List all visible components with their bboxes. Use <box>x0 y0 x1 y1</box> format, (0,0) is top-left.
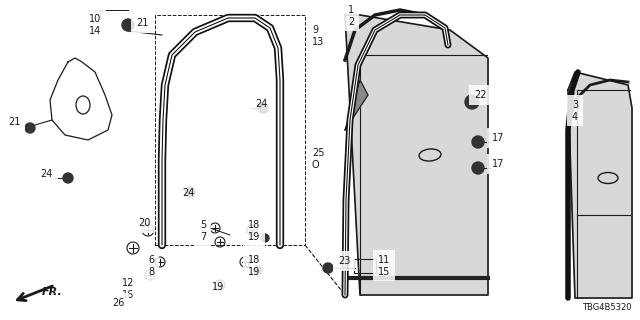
Text: 21: 21 <box>136 18 148 28</box>
Text: 9
13: 9 13 <box>312 25 324 47</box>
Text: 6
8: 6 8 <box>148 255 154 276</box>
Text: 10
14: 10 14 <box>89 14 101 36</box>
Polygon shape <box>345 15 488 295</box>
Text: 22: 22 <box>474 90 486 100</box>
Circle shape <box>254 266 262 274</box>
Text: 5
7: 5 7 <box>200 220 206 242</box>
Text: 11
15: 11 15 <box>378 255 390 276</box>
Text: 21: 21 <box>8 117 20 127</box>
Text: 1
2: 1 2 <box>348 5 355 27</box>
Text: 17: 17 <box>492 159 504 169</box>
Text: 18
19: 18 19 <box>248 255 260 276</box>
Circle shape <box>323 263 333 273</box>
Text: 19: 19 <box>212 282 224 292</box>
Circle shape <box>185 187 195 197</box>
Circle shape <box>261 234 269 242</box>
Circle shape <box>465 95 479 109</box>
Text: 17: 17 <box>492 133 504 143</box>
Circle shape <box>122 19 134 31</box>
Circle shape <box>63 173 73 183</box>
Circle shape <box>25 123 35 133</box>
Circle shape <box>472 162 484 174</box>
Text: 3
4: 3 4 <box>572 100 578 122</box>
Text: 24: 24 <box>182 188 195 198</box>
Circle shape <box>472 136 484 148</box>
Text: 25
O: 25 O <box>312 148 324 170</box>
Text: FR.: FR. <box>42 287 63 297</box>
Circle shape <box>258 103 268 113</box>
Text: 24: 24 <box>40 169 53 179</box>
Text: 23: 23 <box>338 256 350 266</box>
Polygon shape <box>568 72 632 298</box>
Text: 20: 20 <box>138 218 150 228</box>
Polygon shape <box>345 80 368 130</box>
Text: 26: 26 <box>112 298 124 308</box>
Text: 12
16: 12 16 <box>122 278 134 300</box>
Text: 18
19: 18 19 <box>248 220 260 242</box>
Text: 24: 24 <box>255 99 268 109</box>
Text: TBG4B5320: TBG4B5320 <box>582 303 632 312</box>
